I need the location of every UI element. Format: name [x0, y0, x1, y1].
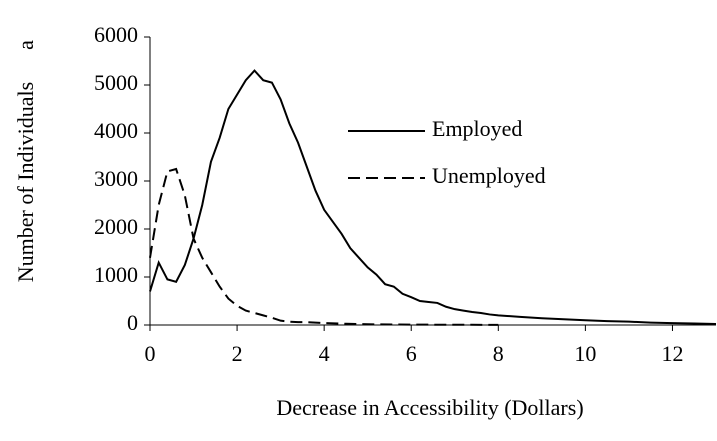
series-line [149, 167, 499, 326]
y-tick-label: 3000 [94, 166, 138, 191]
x-tick-label: 2 [232, 341, 243, 366]
y-tick-label: 6000 [94, 22, 138, 47]
legend-label: Employed [432, 116, 522, 141]
x-tick-label: 10 [574, 341, 596, 366]
series-line [149, 69, 717, 326]
x-tick-label: 8 [493, 341, 504, 366]
x-axis-title: Decrease in Accessibility (Dollars) [276, 395, 583, 420]
legend-label: Unemployed [432, 163, 546, 188]
x-tick-label: 12 [661, 341, 683, 366]
annotation: a [13, 40, 38, 50]
y-tick-label: 4000 [94, 118, 138, 143]
y-tick-label: 5000 [94, 70, 138, 95]
x-tick-label: 6 [406, 341, 417, 366]
y-axis-title: Number of Individuals [13, 82, 38, 282]
y-tick-label: 2000 [94, 214, 138, 239]
x-tick-label: 4 [319, 341, 330, 366]
y-tick-label: 1000 [94, 262, 138, 287]
y-tick-label: 0 [127, 310, 138, 335]
x-tick-label: 0 [145, 341, 156, 366]
